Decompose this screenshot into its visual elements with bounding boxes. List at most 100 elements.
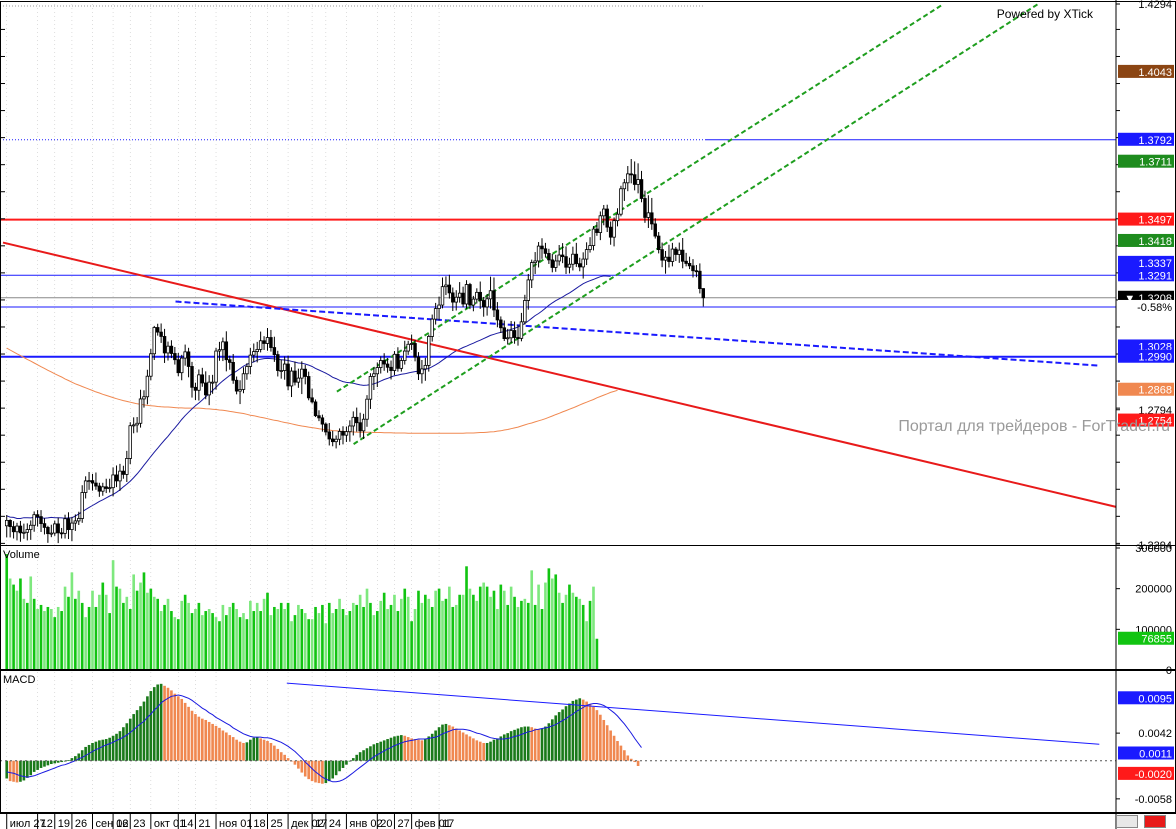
volume-bar — [163, 604, 166, 670]
candle-body — [698, 270, 702, 289]
watermark-text: Портал для трейдеров - ForTrader.ru — [898, 418, 1170, 435]
volume-bar — [273, 606, 276, 670]
macd-histogram-bar — [128, 718, 132, 761]
volume-bar — [437, 588, 441, 670]
candle-body — [265, 337, 270, 344]
macd-histogram-bar — [225, 732, 228, 761]
macd-histogram-bar — [293, 760, 297, 765]
price-label: 1.2990 — [1138, 352, 1172, 364]
candle-body — [138, 398, 143, 424]
macd-histogram-bar — [98, 740, 101, 761]
macd-histogram-bar — [22, 760, 26, 781]
macd-histogram-bar — [214, 725, 218, 761]
price-label-bg — [1118, 268, 1174, 282]
macd-histogram-bar — [204, 719, 208, 761]
macd-value-label-bg — [1118, 766, 1174, 780]
candle-body — [128, 425, 132, 459]
macd-histogram-bar — [537, 729, 540, 761]
candle-body — [282, 363, 287, 371]
macd-histogram-bar — [12, 760, 15, 782]
macd-histogram-bar — [190, 710, 194, 761]
volume-bar — [245, 619, 249, 670]
macd-histogram-bar — [36, 760, 39, 770]
candle-body — [190, 366, 194, 388]
candle-body — [626, 173, 630, 184]
candle-body — [320, 417, 325, 425]
volume-bar — [211, 613, 214, 670]
time-axis-label: 26 — [75, 818, 87, 829]
volume-bar — [523, 598, 527, 670]
volume-bar — [132, 574, 135, 670]
volume-bar — [427, 598, 431, 670]
volume-bar — [53, 617, 57, 670]
candle-body — [396, 353, 400, 369]
macd-histogram-bar — [84, 746, 87, 761]
volume-bar — [417, 590, 420, 670]
candle-body — [29, 524, 33, 530]
macd-histogram-bar — [533, 728, 537, 761]
volume-bar — [249, 600, 252, 670]
volume-bar — [200, 615, 204, 670]
macd-histogram-bar — [180, 698, 184, 761]
macd-histogram-bar — [437, 727, 441, 761]
volume-bar — [187, 602, 190, 670]
macd-histogram-bar — [619, 745, 623, 761]
volume-bar — [8, 578, 12, 670]
macd-histogram-bar — [568, 703, 571, 761]
volume-bar — [125, 596, 129, 670]
candle-body — [536, 245, 541, 262]
volume-bar — [499, 584, 503, 670]
volume-bar — [22, 598, 26, 670]
toggle-toolbar-button[interactable] — [1116, 815, 1138, 828]
volume-bar — [331, 613, 335, 670]
macd-histogram-bar — [506, 733, 510, 761]
macd-panel — [0, 682, 1116, 784]
macd-histogram-bar — [513, 729, 516, 761]
candle-body — [694, 270, 699, 273]
powered-by-label: Powered by XTick — [997, 7, 1094, 21]
panel-frame — [0, 669, 1176, 813]
volume-bar — [544, 582, 547, 670]
candle-body — [83, 480, 88, 493]
volume-bar — [324, 623, 328, 670]
time-axis-label: 14 — [181, 818, 193, 829]
volume-bar — [266, 592, 269, 670]
volume-bar — [575, 596, 578, 670]
candle-body — [310, 397, 314, 403]
volume-bar — [39, 604, 43, 670]
candle-body — [111, 474, 115, 489]
macd-histogram-bar — [605, 725, 609, 761]
volume-bar — [122, 602, 125, 670]
candle-body — [348, 425, 352, 433]
exit-icon[interactable] — [1144, 815, 1166, 828]
candle-body — [269, 337, 273, 348]
macd-histogram-bar — [307, 760, 310, 780]
macd-histogram-bar — [245, 742, 249, 761]
candle-body — [457, 292, 462, 298]
macd-histogram-bar — [485, 742, 489, 761]
macd-histogram-bar — [375, 742, 379, 761]
volume-bar — [87, 606, 91, 670]
candle-body — [605, 208, 609, 228]
macd-histogram-bar — [67, 760, 70, 761]
macd-histogram-bar — [135, 710, 139, 761]
horizontal-lines — [0, 139, 1116, 358]
volume-bar — [238, 617, 242, 670]
volume-bar — [317, 613, 321, 670]
volume-bar — [571, 592, 575, 670]
macd-histogram-bar — [489, 741, 492, 761]
macd-histogram-bar — [235, 739, 238, 761]
macd-histogram-bar — [629, 758, 633, 761]
macd-histogram-bar — [461, 732, 465, 761]
candle-body — [646, 212, 651, 218]
macd-histogram-bar — [588, 704, 592, 761]
macd-histogram-bar — [74, 756, 77, 761]
candle-body — [512, 330, 517, 338]
volume-bar — [492, 590, 496, 670]
candle-body — [193, 386, 198, 391]
macd-histogram-bar — [612, 735, 616, 761]
candle-body — [231, 362, 235, 381]
volume-bar — [166, 598, 170, 670]
macd-histogram-bar — [434, 730, 437, 761]
macd-histogram-bar — [424, 739, 427, 761]
